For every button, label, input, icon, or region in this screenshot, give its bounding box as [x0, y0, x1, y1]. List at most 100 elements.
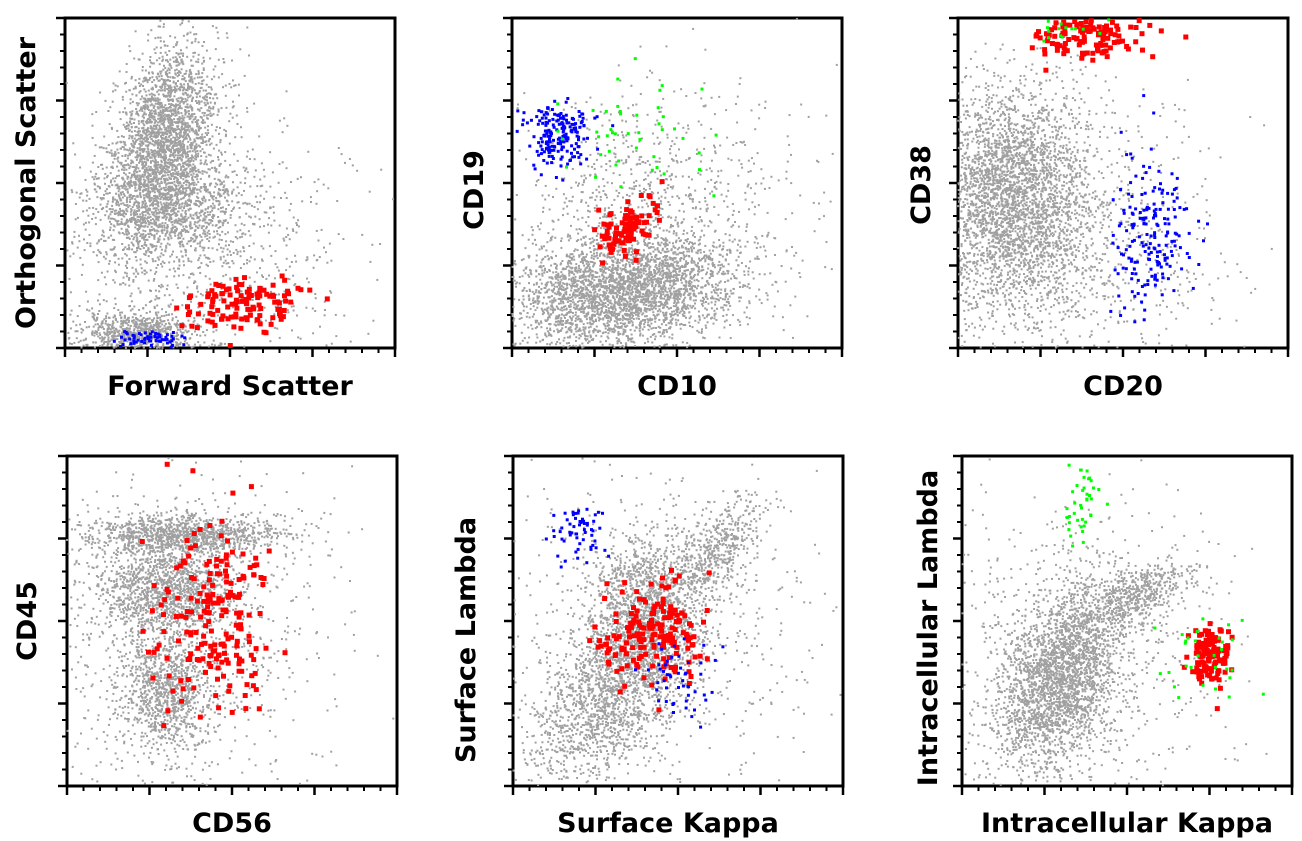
data-point-gray — [163, 314, 166, 317]
data-point-gray — [278, 336, 281, 339]
data-point-gray — [137, 187, 140, 190]
data-point-gray — [285, 197, 288, 199]
data-point-gray — [97, 279, 100, 282]
data-point-gray — [79, 323, 82, 326]
data-point-gray — [138, 77, 141, 80]
data-point-gray — [187, 96, 190, 99]
data-point-gray — [189, 144, 192, 146]
data-point-gray — [133, 332, 136, 335]
data-point-gray — [155, 75, 158, 78]
data-point-gray — [157, 258, 160, 261]
data-point-gray — [128, 185, 131, 187]
data-point-gray — [325, 251, 327, 254]
data-point-gray — [273, 196, 276, 199]
data-point-gray — [197, 170, 200, 173]
data-point-gray — [122, 209, 125, 212]
data-point-gray — [166, 231, 168, 234]
data-point-gray — [166, 72, 169, 75]
data-point-gray — [142, 184, 145, 187]
data-point-gray — [164, 83, 167, 85]
data-point-red — [188, 293, 194, 299]
data-point-gray — [167, 196, 169, 199]
data-point-gray — [361, 233, 364, 236]
data-point-gray — [145, 250, 148, 253]
data-point-gray — [131, 137, 134, 140]
data-point-gray — [210, 195, 213, 198]
data-point-gray — [144, 324, 147, 327]
data-point-gray — [115, 192, 117, 195]
data-point-gray — [184, 220, 187, 223]
data-point-gray — [163, 216, 166, 219]
data-point-gray — [114, 338, 117, 341]
data-point-gray — [169, 123, 172, 126]
data-point-gray — [186, 39, 189, 42]
data-point-red — [251, 306, 257, 312]
data-point-gray — [184, 200, 187, 203]
data-point-gray — [130, 300, 133, 303]
data-point-gray — [149, 322, 152, 324]
data-point-gray — [225, 240, 228, 243]
data-point-gray — [145, 161, 147, 164]
data-point-gray — [172, 56, 175, 59]
data-point-gray — [307, 150, 310, 153]
data-point-gray — [160, 156, 163, 159]
data-point-gray — [176, 41, 179, 44]
data-point-gray — [192, 240, 195, 243]
data-point-gray — [171, 99, 174, 102]
data-point-gray — [105, 205, 108, 208]
data-point-gray — [102, 255, 105, 258]
data-point-gray — [163, 120, 166, 123]
data-point-gray — [356, 169, 359, 172]
data-point-gray — [162, 81, 165, 84]
data-point-gray — [149, 324, 152, 327]
data-point-gray — [126, 237, 129, 239]
data-point-gray — [267, 231, 270, 234]
data-point-gray — [182, 93, 185, 96]
data-point-gray — [249, 216, 252, 219]
data-point-gray — [154, 84, 157, 87]
data-point-gray — [147, 97, 150, 100]
data-point-gray — [158, 322, 161, 325]
data-point-gray — [166, 209, 169, 212]
data-point-gray — [226, 248, 229, 251]
data-point-gray — [220, 181, 223, 184]
data-point-gray — [104, 190, 107, 193]
data-point-gray — [183, 83, 186, 86]
data-point-gray — [129, 165, 132, 168]
data-point-gray — [179, 190, 182, 193]
data-point-gray — [191, 166, 194, 169]
data-point-gray — [285, 90, 288, 93]
data-point-gray — [330, 291, 333, 294]
data-point-gray — [168, 134, 171, 137]
data-point-gray — [202, 225, 205, 228]
data-point-gray — [133, 183, 136, 186]
data-point-gray — [106, 176, 108, 179]
data-point-gray — [170, 115, 173, 117]
data-point-gray — [146, 81, 149, 84]
data-point-gray — [194, 37, 197, 40]
data-point-gray — [149, 100, 152, 103]
data-point-gray — [155, 99, 158, 102]
data-point-gray — [160, 142, 162, 145]
data-point-gray — [224, 188, 227, 191]
data-point-gray — [226, 253, 229, 256]
data-point-gray — [203, 313, 206, 316]
data-point-gray — [95, 190, 98, 193]
data-point-gray — [170, 221, 173, 224]
data-point-gray — [158, 171, 161, 174]
data-point-gray — [173, 180, 176, 183]
data-point-gray — [311, 307, 314, 310]
data-point-gray — [140, 222, 143, 225]
data-point-gray — [340, 153, 343, 156]
data-point-gray — [146, 208, 149, 211]
data-point-gray — [205, 329, 208, 332]
data-point-gray — [212, 160, 215, 162]
data-point-gray — [204, 211, 207, 214]
data-point-gray — [107, 217, 110, 220]
data-point-gray — [192, 184, 195, 187]
data-point-gray — [168, 294, 171, 297]
data-point-gray — [147, 216, 149, 219]
data-point-gray — [314, 293, 317, 295]
data-point-gray — [183, 131, 186, 134]
data-point-gray — [181, 171, 184, 173]
